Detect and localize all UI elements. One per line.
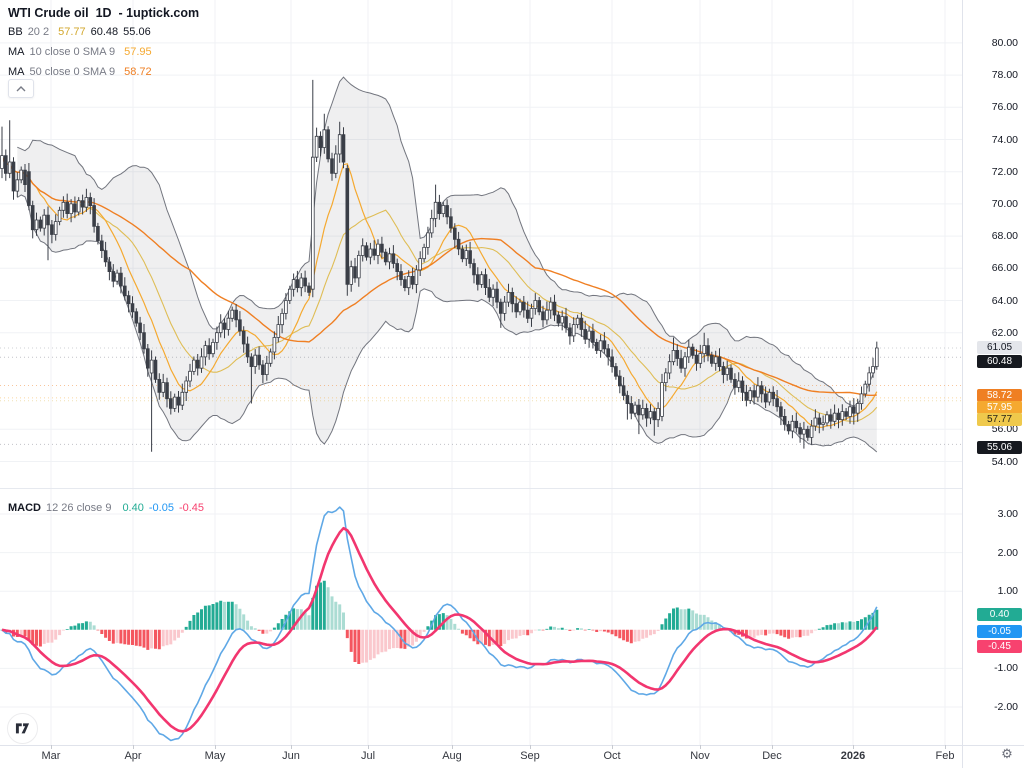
chevron-up-icon: [16, 85, 26, 91]
bb-legend-row[interactable]: BB 20 2 57.77 60.48 55.06: [8, 25, 151, 39]
time-axis-tick: [772, 745, 773, 749]
price-tick-label: 78.00: [991, 69, 1018, 82]
macd-signal-badge: -0.45: [977, 640, 1022, 653]
macd-legend-row[interactable]: MACD 12 26 close 9 0.40 -0.05 -0.45: [8, 501, 204, 515]
price-tick-label: 54.00: [991, 455, 1018, 468]
time-axis-label-aug: Aug: [442, 750, 462, 762]
time-axis-label-jun: Jun: [282, 750, 300, 762]
time-axis-label-may: May: [204, 750, 226, 762]
price-chart-pane[interactable]: [0, 0, 962, 489]
price-tick-label: 68.00: [991, 230, 1018, 243]
bb-upper-value: 60.48: [90, 26, 119, 38]
price-tick-label: 72.00: [991, 165, 1018, 178]
price-tick-label: 74.00: [991, 133, 1018, 146]
time-axis-tick: [945, 745, 946, 749]
bb-basis-value: 57.77: [58, 26, 86, 38]
time-axis-separator: [0, 745, 1024, 746]
ma10-value: 57.95: [124, 46, 152, 58]
macd-tick-label: -2.00: [994, 701, 1018, 713]
bb-upper-badge: 60.48: [977, 355, 1022, 368]
time-axis-label-nov: Nov: [690, 750, 710, 762]
macd-tick-label: 3.00: [997, 508, 1018, 520]
bb-lower-badge: 55.06: [977, 441, 1022, 454]
ma10-badge: 57.95: [977, 401, 1022, 414]
time-axis-tick: [700, 745, 701, 749]
macd-hist-badge: 0.40: [977, 608, 1022, 621]
interval-label[interactable]: 1D: [95, 6, 112, 20]
time-axis-tick: [51, 745, 52, 749]
last-price-badge: 61.05: [977, 341, 1022, 354]
macd-line-value: -0.05: [148, 502, 174, 514]
bb-name: BB: [8, 26, 23, 38]
ma10-name: MA: [8, 46, 25, 58]
macd-tick-label: 1.00: [997, 585, 1018, 598]
macd-hist-value: 0.40: [122, 502, 144, 514]
macd-tick-label: 2.00: [997, 546, 1018, 559]
macd-signal-value: -0.45: [178, 502, 205, 514]
time-axis-label-sep: Sep: [520, 750, 540, 762]
pane-separator[interactable]: [0, 488, 962, 489]
macd-params: 12 26 close 9: [46, 502, 112, 514]
price-tick-label: 64.00: [991, 294, 1018, 307]
ma50-name: MA: [8, 66, 25, 78]
macd-tick-label: -1.00: [994, 662, 1018, 675]
time-axis-tick: [215, 745, 216, 749]
chart-legend-title: WTI Crude oil 1D - 1uptick.com: [8, 4, 199, 22]
bb-basis-badge: 57.77: [977, 413, 1022, 426]
time-axis-label-oct: Oct: [603, 750, 621, 762]
time-axis-tick: [133, 745, 134, 749]
price-tick-label: 76.00: [991, 101, 1018, 114]
ma50-badge: 58.72: [977, 389, 1022, 402]
ma10-params: 10 close 0 SMA 9: [29, 46, 116, 58]
time-axis-tick: [612, 745, 613, 749]
ma10-legend-row[interactable]: MA 10 close 0 SMA 9 57.95: [8, 45, 152, 59]
time-axis-tick: [452, 745, 453, 749]
time-axis-tick: [853, 745, 854, 749]
time-axis-tick: [291, 745, 292, 749]
time-axis-tick: [530, 745, 531, 749]
time-axis-label-apr: Apr: [124, 750, 142, 762]
price-tick-label: 66.00: [991, 262, 1018, 275]
macd-pane[interactable]: [0, 489, 962, 745]
symbol-title[interactable]: WTI Crude oil: [8, 6, 89, 20]
tv-logo-icon: [15, 723, 30, 734]
macd-line-badge: -0.05: [977, 625, 1022, 638]
time-axis-label-mar: Mar: [41, 750, 61, 762]
ma50-legend-row[interactable]: MA 50 close 0 SMA 9 58.72: [8, 65, 152, 79]
price-tick-label: 56.00: [991, 423, 1018, 436]
price-tick-label: 80.00: [991, 36, 1018, 49]
ma50-params: 50 close 0 SMA 9: [29, 66, 116, 78]
price-tick-label: 62.00: [991, 326, 1018, 339]
time-axis-label-2026: 2026: [840, 750, 866, 762]
price-tick-label: 70.00: [991, 197, 1018, 210]
ma50-value: 58.72: [124, 66, 152, 78]
time-axis-tick: [368, 745, 369, 749]
tradingview-logo[interactable]: [7, 713, 38, 744]
macd-name: MACD: [8, 502, 41, 514]
bb-lower-value: 55.06: [123, 26, 151, 38]
time-axis-label-feb: Feb: [935, 750, 955, 762]
time-axis-label-dec: Dec: [762, 750, 782, 762]
settings-gear-icon[interactable]: ⚙: [1001, 746, 1013, 761]
source-label: - 1uptick.com: [118, 6, 200, 20]
collapse-legend-button[interactable]: [8, 79, 34, 98]
time-axis-label-jul: Jul: [360, 750, 376, 762]
price-axis-separator: [962, 0, 963, 768]
bb-params: 20 2: [27, 26, 50, 38]
